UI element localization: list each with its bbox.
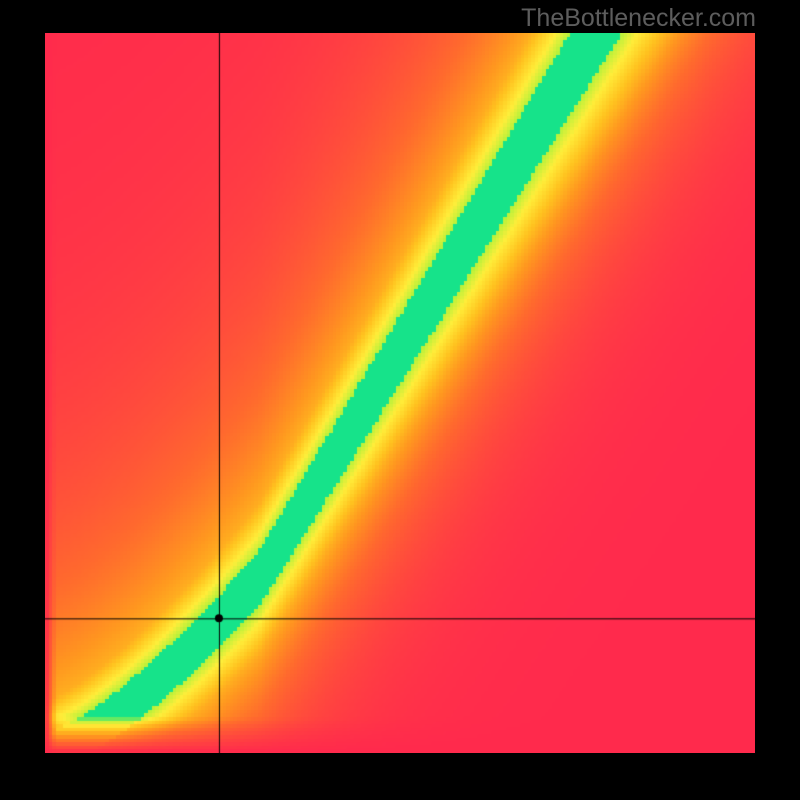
bottleneck-heatmap <box>45 33 755 753</box>
chart-container: TheBottlenecker.com <box>0 0 800 800</box>
attribution-label: TheBottlenecker.com <box>521 4 756 33</box>
